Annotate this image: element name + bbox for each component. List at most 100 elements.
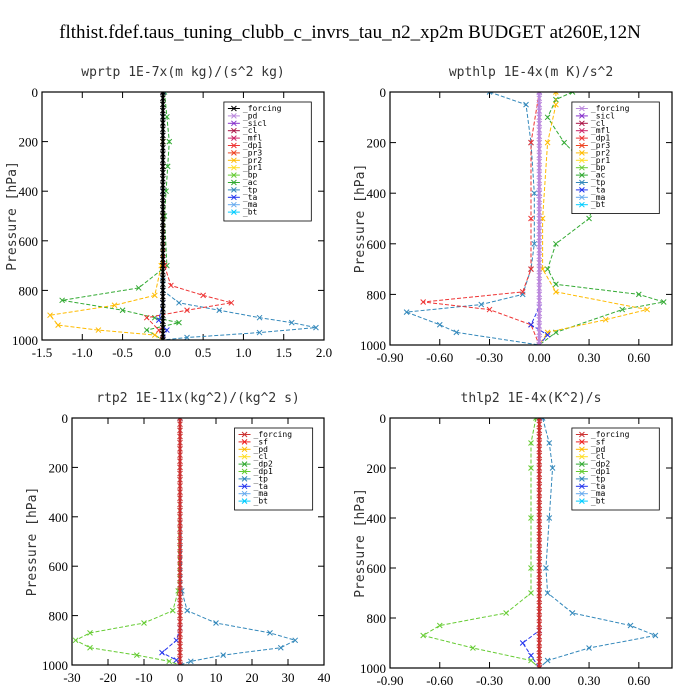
chart-2-series-3-marker: [177, 433, 183, 440]
chart-3-series-2-marker: [519, 640, 526, 646]
chart-1-series-1-marker: [519, 291, 526, 298]
chart-1-series-1-marker: [478, 301, 485, 308]
chart-1-series-5-marker: [536, 285, 543, 291]
chart-1-series-legend-marker: [579, 157, 585, 164]
chart-1-legend-entry: _dp1: [591, 134, 610, 143]
chart-1-legend-entry: _ta: [591, 185, 606, 194]
chart-3-series-3-marker: [536, 533, 543, 540]
chart-0-series-legend-marker: [231, 194, 237, 201]
chart-2-ytick-label: 200: [49, 460, 69, 475]
chart-1-series-legend-marker: [579, 127, 585, 134]
chart-0-series-5-marker: [160, 151, 166, 157]
chart-0-series-5-marker: [160, 244, 166, 250]
chart-2-ytick-label: 800: [49, 609, 69, 624]
chart-2-legend-entry: _dp1: [254, 467, 273, 476]
chart-3-series-3-marker: [536, 496, 543, 503]
chart-0-legend-entry: _pd: [243, 111, 258, 120]
chart-2-series-0-marker: [72, 637, 79, 644]
chart-2-series-3-marker: [177, 588, 183, 594]
chart-3-xtick-label: -0.90: [376, 673, 403, 688]
chart-3-xtick-label: -0.30: [476, 673, 503, 688]
chart-2-series-3-marker: [177, 612, 183, 619]
chart-2-series-3-marker: [177, 600, 183, 607]
chart-1-series-0-marker: [619, 306, 626, 313]
chart-2-series-0-marker: [87, 644, 93, 651]
chart-0-series-5-marker: [160, 324, 166, 331]
chart-0-series-legend-marker: [231, 172, 237, 178]
chart-3-series-legend-marker: [579, 490, 585, 497]
chart-1-series-5-marker: [536, 108, 543, 114]
chart-0-series-2-marker: [47, 312, 53, 319]
chart-2-series-0: [74, 418, 181, 665]
chart-0-ytick-label: 600: [19, 234, 39, 249]
chart-0-series-5-marker: [160, 138, 166, 145]
chart-1-series-1-marker: [523, 101, 529, 108]
chart-3-series-1-marker: [652, 632, 659, 639]
chart-1-series-legend-marker: [579, 105, 585, 112]
figure-title: flthist.fdef.taus_tuning_clubb_c_invrs_t…: [59, 22, 641, 43]
chart-2-series-1-marker: [184, 607, 191, 614]
chart-0-legend-entry: _ta: [243, 193, 258, 202]
chart-3-series-3-marker: [536, 615, 543, 621]
chart-0-series-5-marker: [160, 120, 166, 126]
chart-2-ytick-label: 1000: [42, 658, 68, 673]
chart-0-xtick-label: 1.5: [276, 345, 292, 360]
chart-2-title: rtp2 1E-11x(kg^2)/(kg^2 s): [96, 391, 300, 406]
chart-1-series-3-marker: [602, 316, 609, 323]
chart-3-xtick-label: -0.60: [426, 673, 453, 688]
chart-2-legend-entry: _ma: [254, 489, 269, 498]
chart-0-legend-entry: _ac: [243, 178, 258, 187]
chart-1-series-5-marker: [536, 272, 543, 279]
chart-1-series-0-marker: [561, 139, 568, 146]
chart-1-series-4-marker: [528, 321, 534, 328]
chart-0-ytick-label: 800: [19, 283, 39, 298]
chart-0-series-legend-marker: [231, 187, 237, 193]
chart-2-series-3-marker: [177, 618, 183, 625]
chart-0-series-5-marker: [160, 312, 166, 319]
chart-1-series-5-marker: [536, 278, 543, 285]
chart-0-series-3-marker: [168, 282, 174, 289]
chart-1-legend: [571, 101, 660, 214]
chart-2-series-3-marker: [177, 625, 183, 631]
chart-3-xtick-label: 0.60: [627, 673, 650, 688]
chart-1-series-5-marker: [536, 310, 543, 317]
chart-1-series-5-marker: [536, 177, 543, 184]
chart-1-series-5-marker: [536, 266, 543, 272]
chart-0-series-5-marker: [160, 132, 166, 139]
chart-1-series-5-marker: [536, 101, 543, 108]
chart-2-series-2-marker: [173, 657, 180, 663]
chart-0: wprtp 1E-7x(m kg)/(s^2 kg) Pressure [hPa]…: [5, 65, 332, 360]
chart-3-series-3-marker: [536, 558, 543, 565]
chart-2-series-1-marker: [277, 644, 284, 651]
chart-0-series-5-marker: [160, 92, 166, 95]
chart-0-legend-entry: _ma: [243, 200, 258, 209]
chart-1-legend-entry: _cl: [591, 119, 606, 128]
chart-3-series-legend-marker: [579, 446, 585, 453]
chart-3-xtick-label: 0.00: [528, 673, 551, 688]
chart-0-legend-entry: _bp: [243, 171, 258, 180]
chart-2-series-1-marker: [292, 637, 299, 644]
chart-3-series-0-marker: [436, 622, 443, 629]
chart-0-series-1-marker: [216, 307, 223, 314]
chart-2-series-3-marker: [177, 532, 183, 539]
chart-0-series-5-marker: [160, 337, 166, 340]
chart-0-series-5-marker: [160, 101, 166, 108]
chart-1-ytick-label: 200: [367, 136, 387, 151]
chart-0-frame: [41, 91, 325, 341]
chart-3-series-3-marker: [536, 440, 543, 446]
chart-3-series-3-marker: [536, 527, 543, 534]
chart-2-series-3-marker: [177, 526, 183, 533]
chart-0-ylabel: Pressure [hPa]: [5, 161, 20, 271]
chart-1-frame: [389, 91, 673, 346]
chart-0-series-5-marker: [160, 107, 166, 114]
chart-0-legend-entry: _pr1: [243, 163, 262, 172]
chart-2-xtick-label: 40: [318, 670, 331, 685]
chart-0-series-5-marker: [160, 268, 166, 275]
chart-1-series-2-marker: [486, 306, 493, 313]
chart-2-frame: [71, 417, 325, 666]
chart-0-xtick-label: -1.0: [72, 345, 93, 360]
chart-3-series-0-marker: [528, 590, 534, 596]
chart-3-series-1-marker: [549, 465, 556, 471]
chart-3-series-3-marker: [536, 433, 543, 440]
chart-0-series-5-marker: [160, 188, 166, 195]
